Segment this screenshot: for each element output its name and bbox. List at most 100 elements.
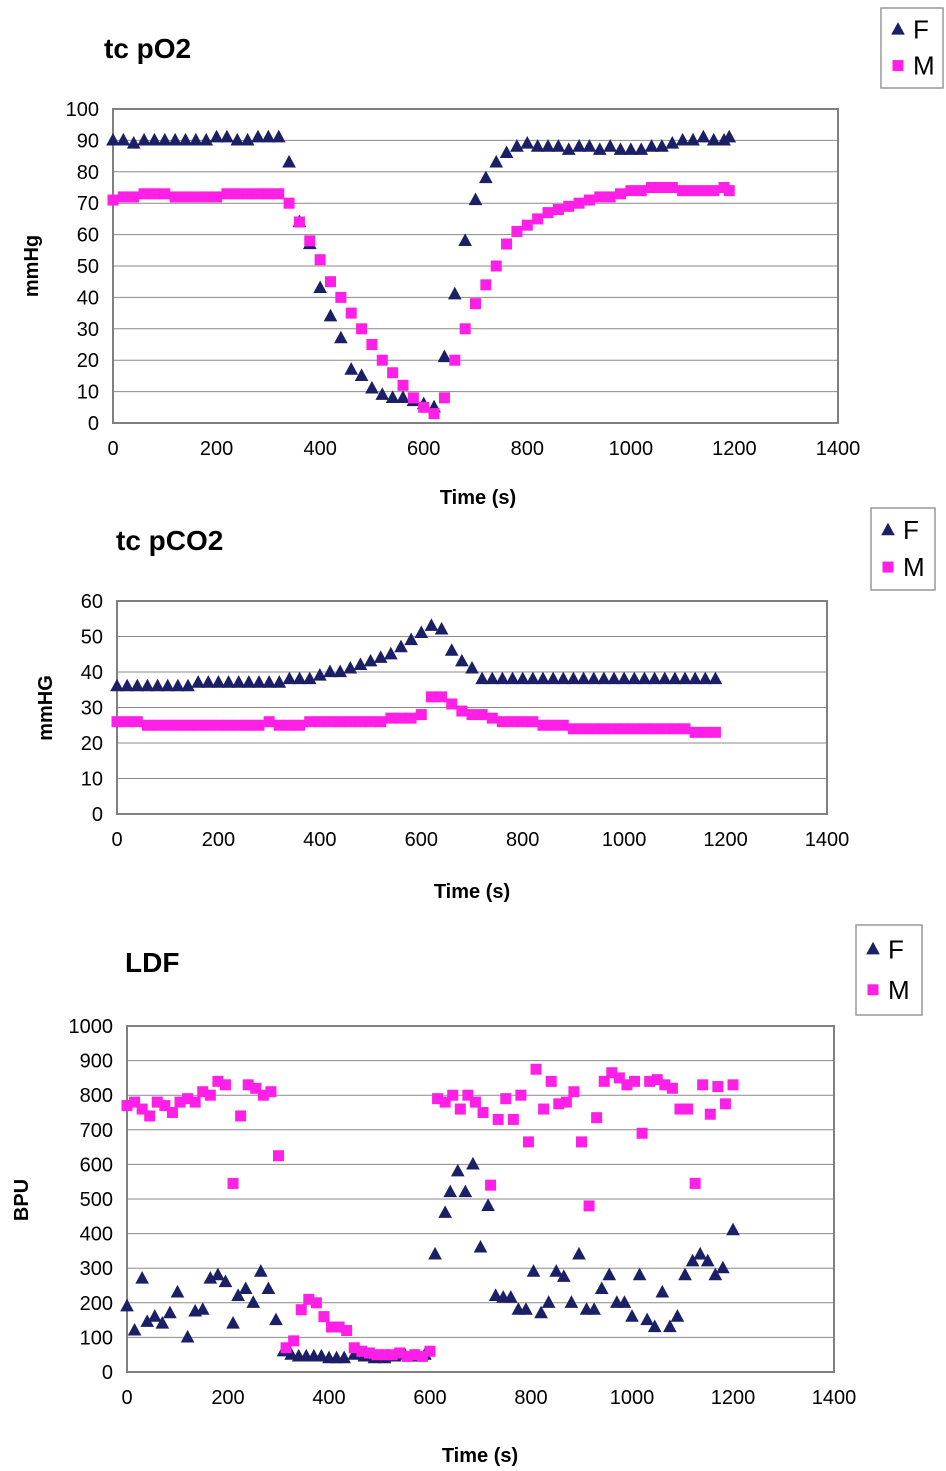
data-point — [549, 1264, 564, 1277]
data-point — [343, 660, 358, 674]
data-point — [212, 1075, 224, 1087]
x-tick-label: 0 — [107, 438, 118, 460]
data-point — [521, 219, 533, 231]
data-point — [323, 308, 338, 322]
data-point — [344, 716, 356, 728]
x-axis-label: Time (s) — [440, 487, 516, 509]
data-point — [603, 139, 617, 152]
data-point — [121, 1100, 133, 1112]
data-point — [685, 1253, 700, 1267]
data-point — [659, 723, 671, 735]
data-point — [602, 1267, 617, 1281]
data-point — [365, 380, 379, 394]
data-point — [273, 719, 285, 731]
data-point — [436, 691, 448, 703]
y-tick-label: 400 — [80, 1224, 113, 1246]
data-point — [665, 136, 680, 149]
data-point — [638, 723, 650, 735]
data-point — [496, 716, 508, 728]
data-point — [189, 1096, 201, 1108]
data-point — [190, 191, 202, 203]
y-tick-label: 30 — [81, 698, 103, 720]
x-tick-label: 1000 — [610, 1387, 655, 1409]
data-point — [499, 145, 514, 159]
data-point — [687, 185, 699, 197]
x-tick-label: 1400 — [812, 1387, 857, 1409]
x-tick-label: 200 — [200, 438, 233, 460]
data-point — [644, 1075, 656, 1087]
data-point — [283, 719, 295, 731]
data-point — [116, 132, 131, 146]
x-tick-label: 400 — [312, 1387, 345, 1409]
data-point — [485, 1179, 497, 1191]
data-point — [127, 1322, 142, 1336]
data-point — [365, 716, 377, 728]
data-point — [250, 1082, 262, 1094]
legend-marker-M — [882, 561, 894, 573]
data-point — [325, 276, 336, 288]
data-point — [159, 188, 171, 200]
data-point — [670, 1309, 685, 1322]
data-point — [257, 1089, 269, 1101]
legend-box — [880, 7, 944, 89]
data-point — [723, 185, 735, 197]
data-point — [526, 671, 540, 685]
data-point — [696, 129, 711, 143]
data-point — [344, 362, 359, 375]
data-point — [688, 671, 702, 685]
data-point — [432, 1093, 444, 1105]
data-point — [366, 339, 378, 350]
data-point — [542, 207, 554, 219]
data-point — [716, 1260, 730, 1274]
data-point — [627, 671, 642, 685]
x-tick-label: 600 — [407, 438, 440, 460]
data-point — [551, 139, 566, 152]
data-point — [341, 1324, 353, 1336]
data-point — [110, 678, 124, 692]
data-point — [273, 1150, 284, 1162]
data-point — [396, 390, 410, 403]
data-point — [545, 1075, 557, 1087]
data-point — [292, 671, 307, 685]
data-point — [470, 298, 481, 310]
data-point — [447, 286, 462, 300]
data-point — [140, 678, 155, 692]
x-tick-label: 0 — [111, 829, 122, 851]
legend-box — [855, 924, 923, 1016]
data-point — [262, 188, 274, 200]
data-point — [155, 1316, 170, 1329]
y-tick-label: 0 — [88, 413, 99, 435]
data-point — [632, 1267, 647, 1281]
data-point — [689, 726, 701, 738]
data-point — [230, 132, 245, 146]
data-point — [138, 188, 150, 200]
y-tick-label: 80 — [77, 162, 99, 184]
y-tick-label: 700 — [80, 1120, 113, 1142]
data-point — [468, 192, 483, 206]
data-point — [269, 1312, 283, 1326]
x-tick-label: 400 — [303, 438, 336, 460]
data-point — [666, 182, 678, 193]
data-point — [379, 1349, 391, 1361]
data-point — [447, 1089, 459, 1101]
data-point — [709, 726, 721, 738]
data-point — [613, 142, 628, 155]
x-tick-label: 600 — [413, 1387, 446, 1409]
data-point — [708, 1267, 723, 1281]
data-point — [656, 182, 668, 193]
data-point — [397, 379, 409, 391]
data-point — [700, 1253, 715, 1267]
legend-label-F: F — [903, 515, 919, 545]
data-point — [376, 354, 388, 366]
data-point — [708, 671, 723, 685]
data-point — [135, 1271, 149, 1284]
y-tick-label: 600 — [80, 1154, 113, 1176]
data-point — [233, 719, 245, 731]
data-point — [404, 632, 418, 646]
data-point — [649, 723, 661, 735]
data-point — [240, 132, 255, 146]
data-point — [152, 719, 164, 731]
data-point — [428, 1246, 442, 1260]
data-point — [568, 1086, 580, 1098]
